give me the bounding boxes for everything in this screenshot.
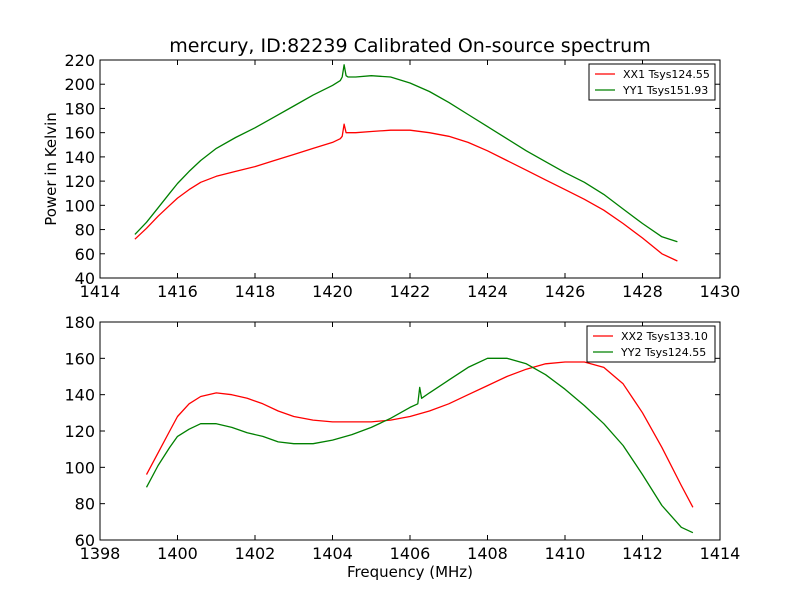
- x-tick-label: 1400: [157, 544, 198, 563]
- x-tick-label: 1406: [390, 544, 431, 563]
- legend-label: YY2 Tsys124.55: [620, 346, 706, 359]
- figure-title: mercury, ID:82239 Calibrated On-source s…: [169, 35, 650, 57]
- chart-panel-1: 1414 1416 1418 1420 1422 1424 1426 1428 1430 40 60…: [42, 51, 740, 301]
- legend: XX2 Tsys133.10 YY2 Tsys124.55: [586, 325, 716, 363]
- x-tick-label: 1428: [622, 282, 663, 301]
- x-tick-label: 1426: [545, 282, 586, 301]
- y-tick-label: 140: [64, 386, 95, 405]
- series-line-1-2: [134, 64, 678, 243]
- legend-box: [588, 63, 716, 101]
- y-tick-label: 160: [64, 124, 95, 143]
- x-tick-label: 1430: [700, 282, 741, 301]
- y-tick-label: 80: [75, 495, 95, 514]
- y-tick-label: 120: [64, 422, 95, 441]
- y-tick-label: 80: [75, 221, 95, 240]
- series-line-2-1: [145, 361, 694, 508]
- y-tick-label: 100: [64, 458, 95, 477]
- x-tick-label: 1408: [467, 544, 508, 563]
- legend-label: XX1 Tsys124.55: [623, 68, 710, 81]
- y-tick-label: 180: [64, 313, 95, 332]
- x-tick-label: 1424: [467, 282, 508, 301]
- y-tick-label: 40: [75, 269, 95, 288]
- x-tick-label: 1402: [235, 544, 276, 563]
- chart-panels: 1414 1416 1418 1420 1422 1424 1426 1428 1430 40 60…: [42, 51, 740, 581]
- chart-panel-2: 1398 1400 1402 1404 1406 1408 1410 1412 1414 60 80…: [64, 313, 740, 581]
- legend: XX1 Tsys124.55 YY1 Tsys151.93: [588, 63, 716, 101]
- y-tick-label: 180: [64, 99, 95, 118]
- x-axis-title: Frequency (MHz): [347, 563, 473, 581]
- series-line-2-2: [145, 357, 694, 534]
- x-tick-label: 1414: [700, 544, 741, 563]
- x-tick-label: 1414: [80, 282, 121, 301]
- y-tick-label: 60: [75, 531, 95, 550]
- y-tick-label: 220: [64, 51, 95, 70]
- y-tick-label: 160: [64, 349, 95, 368]
- y-axis-title: Power in Kelvin: [42, 112, 60, 226]
- x-tick-label: 1404: [312, 544, 353, 563]
- x-tick-label: 1422: [390, 282, 431, 301]
- legend-label: XX2 Tsys133.10: [621, 330, 708, 343]
- y-tick-label: 120: [64, 172, 95, 191]
- y-tick-label: 140: [64, 148, 95, 167]
- y-tick-label: 200: [64, 75, 95, 94]
- x-tick-label: 1412: [622, 544, 663, 563]
- x-tick-label: 1410: [545, 544, 586, 563]
- x-tick-label: 1398: [80, 544, 121, 563]
- y-tick-label: 100: [64, 196, 95, 215]
- x-tick-label: 1416: [157, 282, 198, 301]
- legend-box: [586, 325, 716, 363]
- series-line-1-1: [134, 123, 678, 262]
- x-tick-label: 1418: [235, 282, 276, 301]
- x-tick-label: 1420: [312, 282, 353, 301]
- legend-label: YY1 Tsys151.93: [622, 84, 708, 97]
- y-tick-label: 60: [75, 245, 95, 264]
